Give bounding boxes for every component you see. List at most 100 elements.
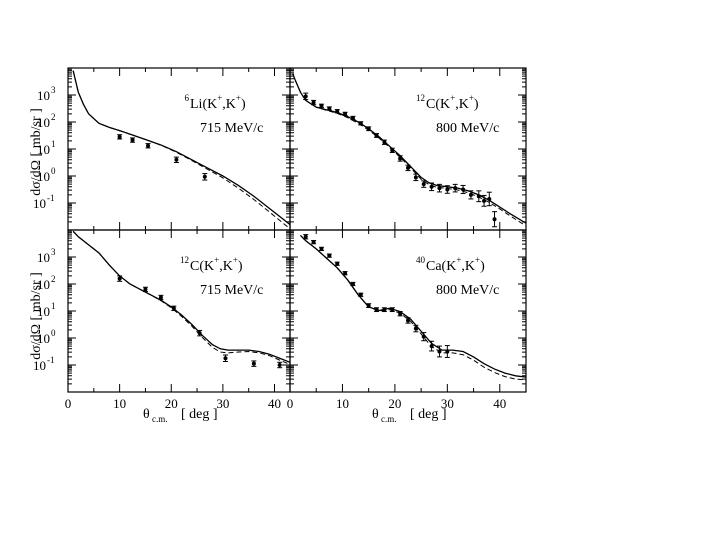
data-point (481, 194, 487, 207)
data-point (444, 345, 450, 358)
data-point (444, 185, 450, 194)
data-marker (223, 356, 228, 361)
data-marker (421, 182, 426, 187)
data-point (468, 190, 474, 200)
y-axis-title-top: dσ/dΩ [ mb/sr ] (29, 108, 44, 196)
data-point (318, 246, 324, 252)
y-tick-label: 10 (37, 142, 50, 157)
data-marker (437, 186, 442, 191)
data-point (202, 173, 208, 181)
data-point (197, 329, 203, 337)
data-point (130, 137, 136, 143)
data-marker (335, 109, 340, 114)
data-point (173, 156, 179, 163)
data-marker (468, 192, 473, 197)
data-point (366, 303, 372, 308)
data-marker (366, 303, 371, 308)
y-tick-exponent: 3 (51, 247, 56, 257)
data-marker (406, 318, 410, 323)
data-point (381, 307, 387, 313)
theory-curve-dashed (292, 73, 526, 227)
y-tick-label: 10 (37, 169, 50, 184)
data-marker (358, 292, 363, 297)
data-marker (358, 121, 363, 126)
data-marker (487, 196, 492, 201)
x-tick-label: 0 (287, 396, 294, 411)
data-point (374, 307, 380, 313)
panel-frame (67, 67, 291, 231)
data-point (222, 354, 228, 362)
data-marker (421, 334, 426, 339)
data-marker (158, 295, 163, 300)
y-tick-label: 10 (37, 88, 50, 103)
data-point (311, 99, 317, 106)
y-axis-title-bottom: dσ/dΩ [ mb/sr ] (29, 272, 44, 360)
svg-text:c.m.: c.m. (381, 414, 397, 424)
panel-label-reaction: Li(K+,K+) (190, 93, 246, 112)
data-marker (406, 165, 410, 170)
data-point (405, 317, 411, 324)
data-marker (343, 111, 348, 116)
data-point (158, 294, 164, 301)
y-tick-exponent: -1 (47, 193, 55, 203)
panel-label-mass: 40 (416, 255, 426, 265)
data-marker (130, 138, 135, 143)
data-point (350, 115, 356, 121)
data-point (334, 109, 340, 114)
x-tick-label: 20 (388, 396, 401, 411)
data-point (421, 332, 427, 342)
data-point (476, 190, 482, 203)
data-marker (382, 140, 387, 145)
x-tick-label: 10 (113, 396, 126, 411)
data-marker (327, 106, 332, 111)
svg-text:θ: θ (143, 407, 150, 422)
theory-curve-dashed (72, 231, 290, 365)
y-tick-label: 10 (33, 358, 46, 373)
data-marker (251, 361, 256, 366)
data-point (452, 183, 458, 193)
data-marker (437, 349, 442, 354)
x-axis-title-right: θ c.m. [ deg ] (372, 407, 447, 424)
data-point (366, 126, 372, 132)
data-point (397, 311, 403, 317)
data-marker (390, 148, 395, 153)
data-point (358, 292, 364, 297)
data-marker (303, 94, 308, 99)
data-point (492, 211, 498, 228)
data-point (350, 281, 356, 287)
data-point (374, 133, 380, 138)
theory-curve-solid (72, 70, 290, 226)
y-tick-label: 10 (33, 196, 46, 211)
data-marker (429, 184, 434, 189)
data-marker (143, 287, 148, 292)
data-point (436, 345, 442, 358)
svg-text:[ deg ]: [ deg ] (181, 407, 218, 422)
panel-label-momentum: 800 MeV/c (436, 121, 499, 136)
data-marker (327, 253, 332, 258)
data-marker (413, 175, 418, 180)
data-marker (453, 186, 458, 191)
data-marker (429, 344, 434, 349)
data-point (303, 92, 309, 101)
data-marker (374, 133, 379, 138)
theory-curve-solid (292, 73, 526, 224)
panel-label-reaction: Ca(K+,K+) (426, 255, 485, 274)
data-marker (319, 103, 324, 108)
data-marker (335, 261, 340, 266)
data-point (142, 286, 148, 293)
data-point (486, 191, 492, 207)
data-marker (413, 326, 418, 331)
panel-label-momentum: 800 MeV/c (436, 283, 499, 298)
panel-label-mass: 12 (416, 93, 425, 103)
data-marker (311, 100, 316, 105)
data-point (381, 139, 387, 145)
data-point (326, 106, 332, 111)
data-marker (445, 187, 450, 192)
panel-label-momentum: 715 MeV/c (200, 283, 263, 298)
theory-curve-solid (300, 234, 526, 378)
y-tick-exponent: 2 (51, 274, 56, 284)
data-point (277, 361, 283, 369)
data-marker (117, 276, 122, 281)
x-axis-title-left: θ c.m. [ deg ] (143, 407, 218, 424)
